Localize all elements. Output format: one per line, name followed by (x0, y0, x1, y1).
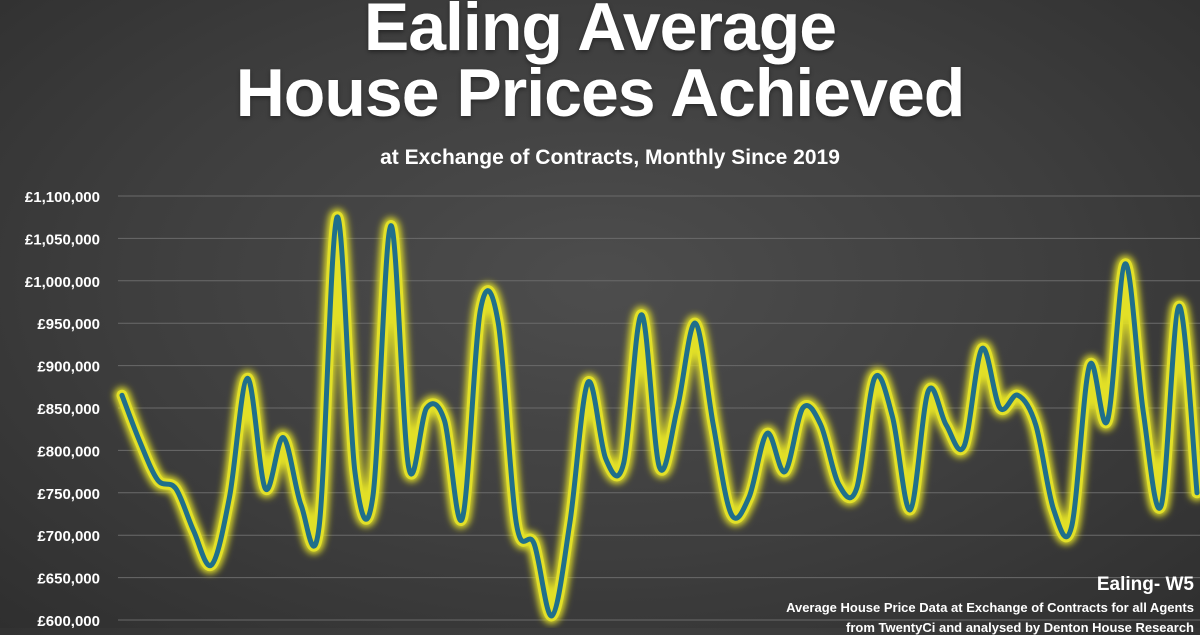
data-point (782, 469, 787, 474)
data-point (926, 389, 931, 393)
data-point (908, 507, 913, 512)
data-point (281, 435, 286, 440)
data-point (137, 439, 142, 444)
data-point (388, 223, 393, 228)
data-point (818, 423, 823, 427)
data-point (693, 321, 698, 326)
data-point (317, 524, 322, 529)
data-point (478, 308, 483, 313)
data-point (1177, 304, 1182, 309)
data-point (335, 215, 339, 220)
chart-title-line1: Ealing Average (363, 0, 837, 65)
area-label: Ealing- W5 (1096, 574, 1194, 595)
data-point (997, 406, 1002, 410)
data-point (980, 346, 984, 351)
data-point (532, 541, 537, 546)
chart-title: Ealing Average House Prices Achieved (0, 0, 1200, 131)
data-point (155, 478, 160, 483)
data-point (800, 406, 805, 410)
data-point (711, 423, 716, 427)
data-point (621, 461, 626, 466)
data-point (406, 465, 411, 470)
data-point (836, 482, 841, 487)
chart-title-line2: House Prices Achieved (235, 55, 966, 131)
data-point (550, 613, 554, 618)
data-point (514, 520, 519, 525)
y-tick-label: £950,000 (37, 316, 100, 333)
data-point (747, 495, 752, 499)
data-point (729, 512, 734, 516)
y-tick-label: £900,000 (37, 359, 100, 376)
y-tick-label: £650,000 (37, 571, 100, 588)
y-tick-label: £850,000 (37, 401, 100, 418)
data-point (585, 380, 590, 385)
data-point (263, 486, 268, 491)
data-point (765, 431, 769, 436)
series-group (114, 209, 1200, 624)
data-point (872, 376, 877, 381)
y-tick-label: £750,000 (37, 486, 100, 503)
data-point (890, 414, 895, 419)
data-point (1051, 507, 1056, 512)
data-point (370, 495, 375, 499)
data-point (567, 520, 572, 525)
data-point (352, 469, 357, 474)
data-point (209, 562, 214, 567)
y-tick-label: £600,000 (37, 613, 100, 628)
data-point (191, 529, 196, 533)
data-point (442, 418, 447, 423)
data-point (496, 321, 501, 326)
data-point (657, 465, 662, 470)
data-point (245, 376, 250, 381)
data-point (1141, 410, 1146, 415)
grid-lines (118, 195, 1200, 621)
data-point (1195, 490, 1199, 495)
data-point (962, 444, 967, 449)
data-point (120, 393, 124, 398)
chart-subtitle: at Exchange of Contracts, Monthly Since … (380, 146, 840, 169)
data-point (424, 406, 429, 410)
data-point (1123, 261, 1128, 266)
y-tick-label: £1,000,000 (25, 274, 100, 291)
data-point (1033, 423, 1038, 427)
data-point (1069, 524, 1074, 529)
source-note-line1: Average House Price Data at Exchange of … (786, 600, 1194, 615)
data-point (1015, 393, 1020, 398)
data-point (944, 423, 949, 427)
data-point (603, 456, 608, 461)
y-tick-label: £700,000 (37, 528, 100, 545)
data-point (173, 486, 178, 491)
data-point (675, 406, 680, 410)
data-point (1105, 418, 1110, 423)
y-tick-label: £1,100,000 (25, 189, 100, 206)
data-point (639, 312, 644, 317)
y-tick-label: £800,000 (37, 443, 100, 460)
data-point (1087, 363, 1092, 368)
data-point (227, 495, 232, 499)
data-point (1159, 503, 1164, 508)
data-point (460, 516, 465, 521)
data-point (299, 503, 304, 508)
data-point (854, 486, 859, 491)
y-axis-ticks: £600,000 £650,000 £700,000 £750,000 £800,000… (25, 189, 100, 628)
y-tick-label: £1,050,000 (25, 231, 100, 248)
